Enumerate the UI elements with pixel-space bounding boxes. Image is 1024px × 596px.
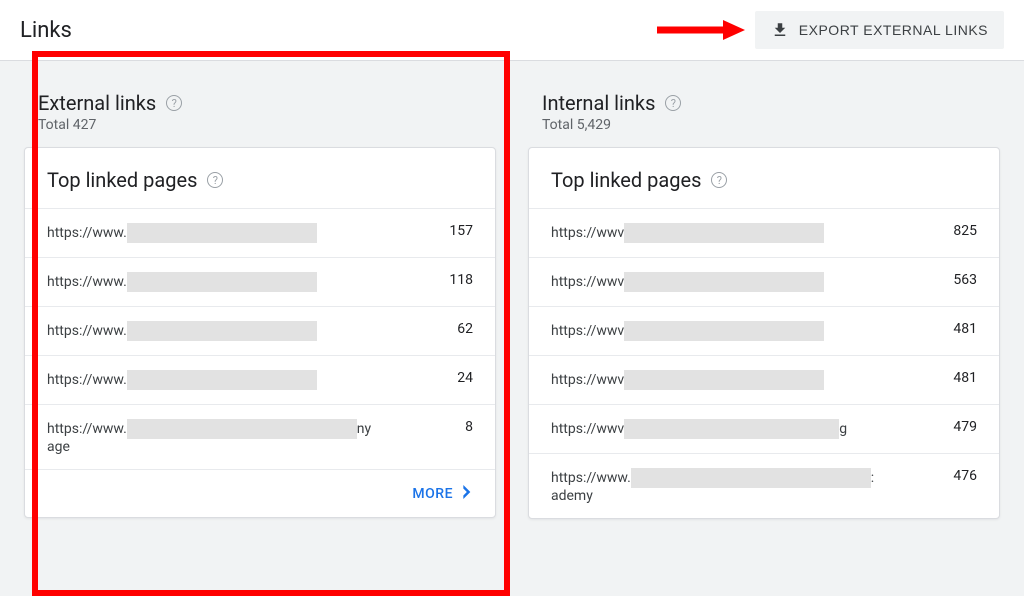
help-icon[interactable]: ?	[166, 95, 182, 111]
link-url-prefix: https://www.	[47, 225, 127, 241]
link-count: 118	[449, 272, 473, 288]
link-url-prefix: https://www.	[551, 470, 631, 486]
export-external-links-button[interactable]: EXPORT EXTERNAL LINKS	[755, 11, 1004, 49]
redacted-block	[624, 272, 824, 292]
help-icon[interactable]: ?	[207, 172, 223, 188]
redacted-block	[127, 370, 317, 390]
link-count: 481	[953, 321, 977, 337]
link-count: 8	[465, 419, 473, 435]
arrow-annotation	[655, 18, 745, 42]
redacted-block	[631, 468, 871, 488]
table-row[interactable]: https://wwv g 479	[529, 404, 999, 453]
redacted-block	[624, 321, 824, 341]
more-button[interactable]: MORE	[25, 469, 495, 517]
redacted-block	[127, 223, 317, 243]
internal-card-header: Top linked pages ?	[529, 148, 999, 208]
link-count: 481	[953, 370, 977, 386]
link-url-suffix: :	[871, 470, 874, 486]
table-row[interactable]: https://www. ny age 8	[25, 404, 495, 469]
link-url-suffix: g	[839, 421, 847, 437]
table-row[interactable]: https://www. 24	[25, 355, 495, 404]
redacted-block	[624, 370, 824, 390]
link-url-prefix: https://www.	[47, 372, 127, 388]
link-url-prefix: https://www.	[47, 274, 127, 290]
internal-section-header: Internal links ? Total 5,429	[528, 81, 1000, 147]
chevron-right-icon	[463, 484, 473, 503]
link-url-suffix: ny	[357, 421, 371, 437]
internal-links-column: Internal links ? Total 5,429 Top linked …	[528, 81, 1000, 519]
header-actions: EXPORT EXTERNAL LINKS	[655, 11, 1004, 49]
table-row[interactable]: https://www. 118	[25, 257, 495, 306]
link-url-prefix: https://wwv	[551, 225, 624, 241]
link-url-suffix2: ademy	[551, 488, 593, 504]
link-count: 62	[457, 321, 473, 337]
page-header: Links EXPORT EXTERNAL LINKS	[0, 0, 1024, 61]
external-section-title: External links	[38, 91, 156, 115]
internal-total: Total 5,429	[542, 117, 986, 133]
content-area: External links ? Total 427 Top linked pa…	[0, 61, 1024, 519]
link-url-prefix: https://www.	[47, 323, 127, 339]
table-row[interactable]: https://wwv 563	[529, 257, 999, 306]
table-row[interactable]: https://wwv 825	[529, 208, 999, 257]
redacted-block	[624, 419, 839, 439]
external-total: Total 427	[38, 117, 482, 133]
external-links-column: External links ? Total 427 Top linked pa…	[24, 81, 496, 519]
page-title: Links	[20, 18, 72, 43]
redacted-block	[127, 419, 357, 439]
link-count: 24	[457, 370, 473, 386]
link-count: 825	[953, 223, 977, 239]
link-url-prefix: https://www.	[47, 421, 127, 437]
external-card-header: Top linked pages ?	[25, 148, 495, 208]
link-url-prefix: https://wwv	[551, 421, 624, 437]
external-card-title: Top linked pages	[47, 168, 197, 192]
help-icon[interactable]: ?	[665, 95, 681, 111]
download-icon	[771, 21, 789, 39]
internal-top-linked-card: Top linked pages ? https://wwv 825 https…	[528, 147, 1000, 519]
export-button-label: EXPORT EXTERNAL LINKS	[799, 22, 988, 38]
help-icon[interactable]: ?	[711, 172, 727, 188]
internal-card-title: Top linked pages	[551, 168, 701, 192]
redacted-block	[127, 272, 317, 292]
link-url-prefix: https://wwv	[551, 323, 624, 339]
external-top-linked-card: Top linked pages ? https://www. 157 http…	[24, 147, 496, 518]
more-label: MORE	[412, 486, 453, 502]
link-url-prefix: https://wwv	[551, 274, 624, 290]
internal-section-title: Internal links	[542, 91, 655, 115]
table-row[interactable]: https://www. 157	[25, 208, 495, 257]
external-section-header: External links ? Total 427	[24, 81, 496, 147]
link-count: 476	[953, 468, 977, 484]
link-url-suffix2: age	[47, 439, 70, 455]
link-count: 479	[953, 419, 977, 435]
table-row[interactable]: https://www. : ademy 476	[529, 453, 999, 518]
table-row[interactable]: https://wwv 481	[529, 355, 999, 404]
link-count: 563	[953, 272, 977, 288]
link-count: 157	[449, 223, 473, 239]
table-row[interactable]: https://wwv 481	[529, 306, 999, 355]
table-row[interactable]: https://www. 62	[25, 306, 495, 355]
link-url-prefix: https://wwv	[551, 372, 624, 388]
redacted-block	[127, 321, 317, 341]
redacted-block	[624, 223, 824, 243]
